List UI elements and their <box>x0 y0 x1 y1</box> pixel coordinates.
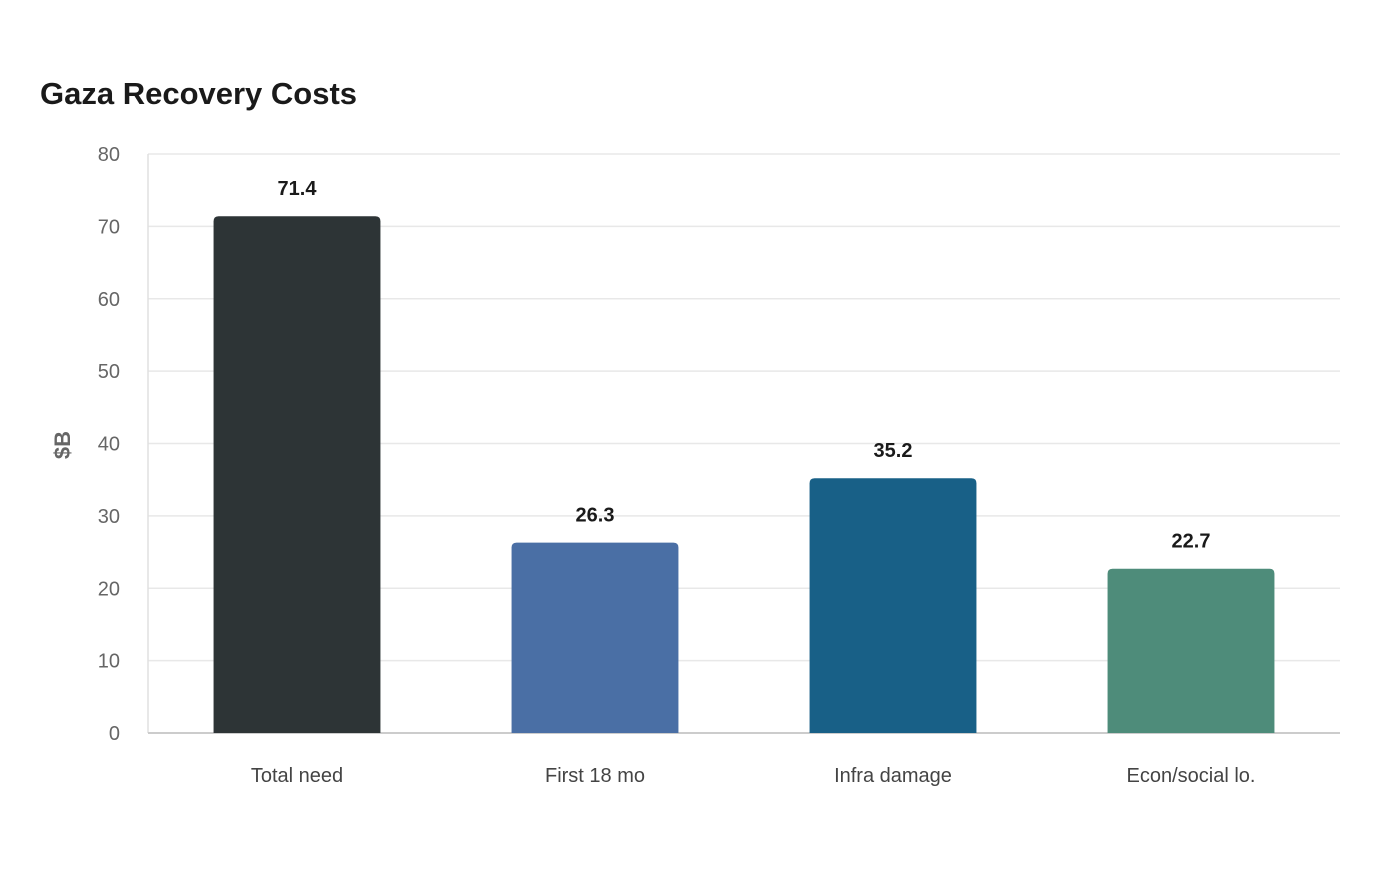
y-tick-label: 20 <box>98 578 120 600</box>
x-tick-label: Total need <box>251 765 343 787</box>
x-tick-label: First 18 mo <box>545 765 645 787</box>
y-tick-label: 80 <box>98 144 120 166</box>
x-tick-label: Econ/social lo. <box>1127 765 1256 787</box>
bar-econ-social-lo <box>1107 568 1275 733</box>
bar-value-label: 35.2 <box>874 440 913 462</box>
y-tick-label: 0 <box>109 723 120 745</box>
bars <box>213 216 1275 733</box>
bar-first-18-mo <box>511 542 679 733</box>
chart-title: Gaza Recovery Costs <box>40 76 358 111</box>
x-tick-label: Infra damage <box>834 765 952 787</box>
bar-value-label: 26.3 <box>576 505 615 527</box>
bar-infra-damage <box>809 478 977 733</box>
y-tick-label: 30 <box>98 506 120 528</box>
y-axis-label: $B <box>50 431 75 459</box>
y-tick-label: 70 <box>98 216 120 238</box>
y-tick-label: 40 <box>98 434 120 456</box>
y-tick-label: 10 <box>98 651 120 673</box>
bar-value-label: 71.4 <box>278 178 318 200</box>
y-tick-label: 50 <box>98 361 120 383</box>
y-tick-label: 60 <box>98 289 120 311</box>
labels: 0 10 20 30 40 50 60 70 80 $B 71.4 Total need 26.3 Fir… <box>50 144 1255 787</box>
bar-total-need <box>213 216 381 733</box>
bar-value-label: 22.7 <box>1172 531 1211 553</box>
